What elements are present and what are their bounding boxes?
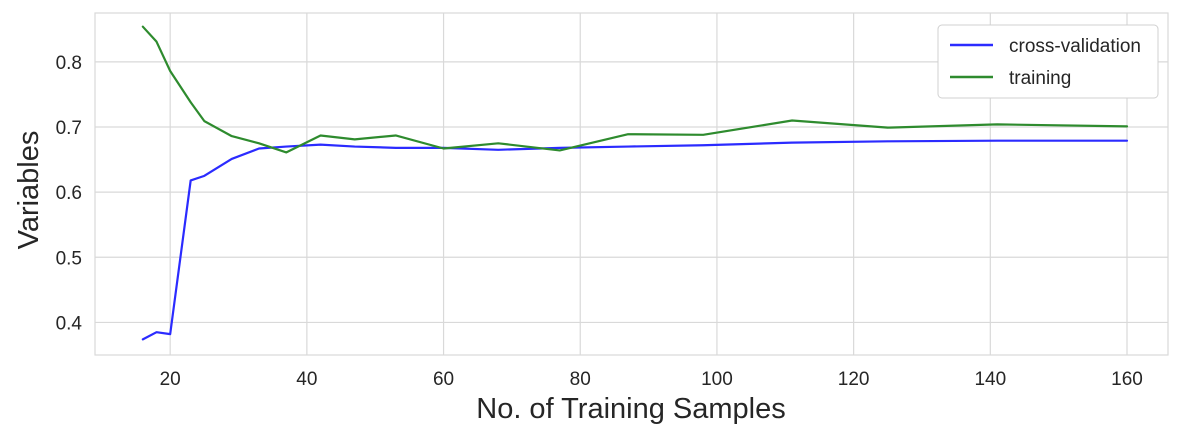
y-axis-title: Variables [13, 131, 45, 250]
x-tick-label-160: 160 [1111, 369, 1143, 390]
x-tick-label-100: 100 [701, 369, 733, 390]
legend-label-cross-validation: cross-validation [1009, 36, 1141, 57]
x-tick-label-60: 60 [433, 369, 454, 390]
y-tick-label-4: 0.8 [56, 53, 82, 74]
x-tick-label-20: 20 [160, 369, 181, 390]
series-line-cross-validation [141, 139, 1129, 341]
legend-box [937, 24, 1159, 99]
y-tick-label-3: 0.7 [56, 118, 82, 139]
plot-frame [94, 12, 1169, 356]
y-tick-label-2: 0.6 [56, 183, 82, 204]
series-lines [141, 25, 1129, 341]
y-tick-label-1: 0.5 [56, 248, 82, 269]
x-tick-label-140: 140 [974, 369, 1006, 390]
x-tick-label-40: 40 [296, 369, 317, 390]
series-line-training [141, 25, 1129, 154]
legend: cross-validation training [937, 24, 1159, 99]
x-tick-label-80: 80 [570, 369, 591, 390]
legend-label-training: training [1009, 68, 1071, 89]
x-tick-label-120: 120 [838, 369, 870, 390]
y-tick-label-0: 0.4 [56, 313, 83, 334]
x-axis-title: No. of Training Samples [476, 393, 785, 425]
tick-labels: 20 40 60 80 100 120 140 160 0.4 0.5 0.6 0.7 0.8 [56, 53, 1143, 390]
